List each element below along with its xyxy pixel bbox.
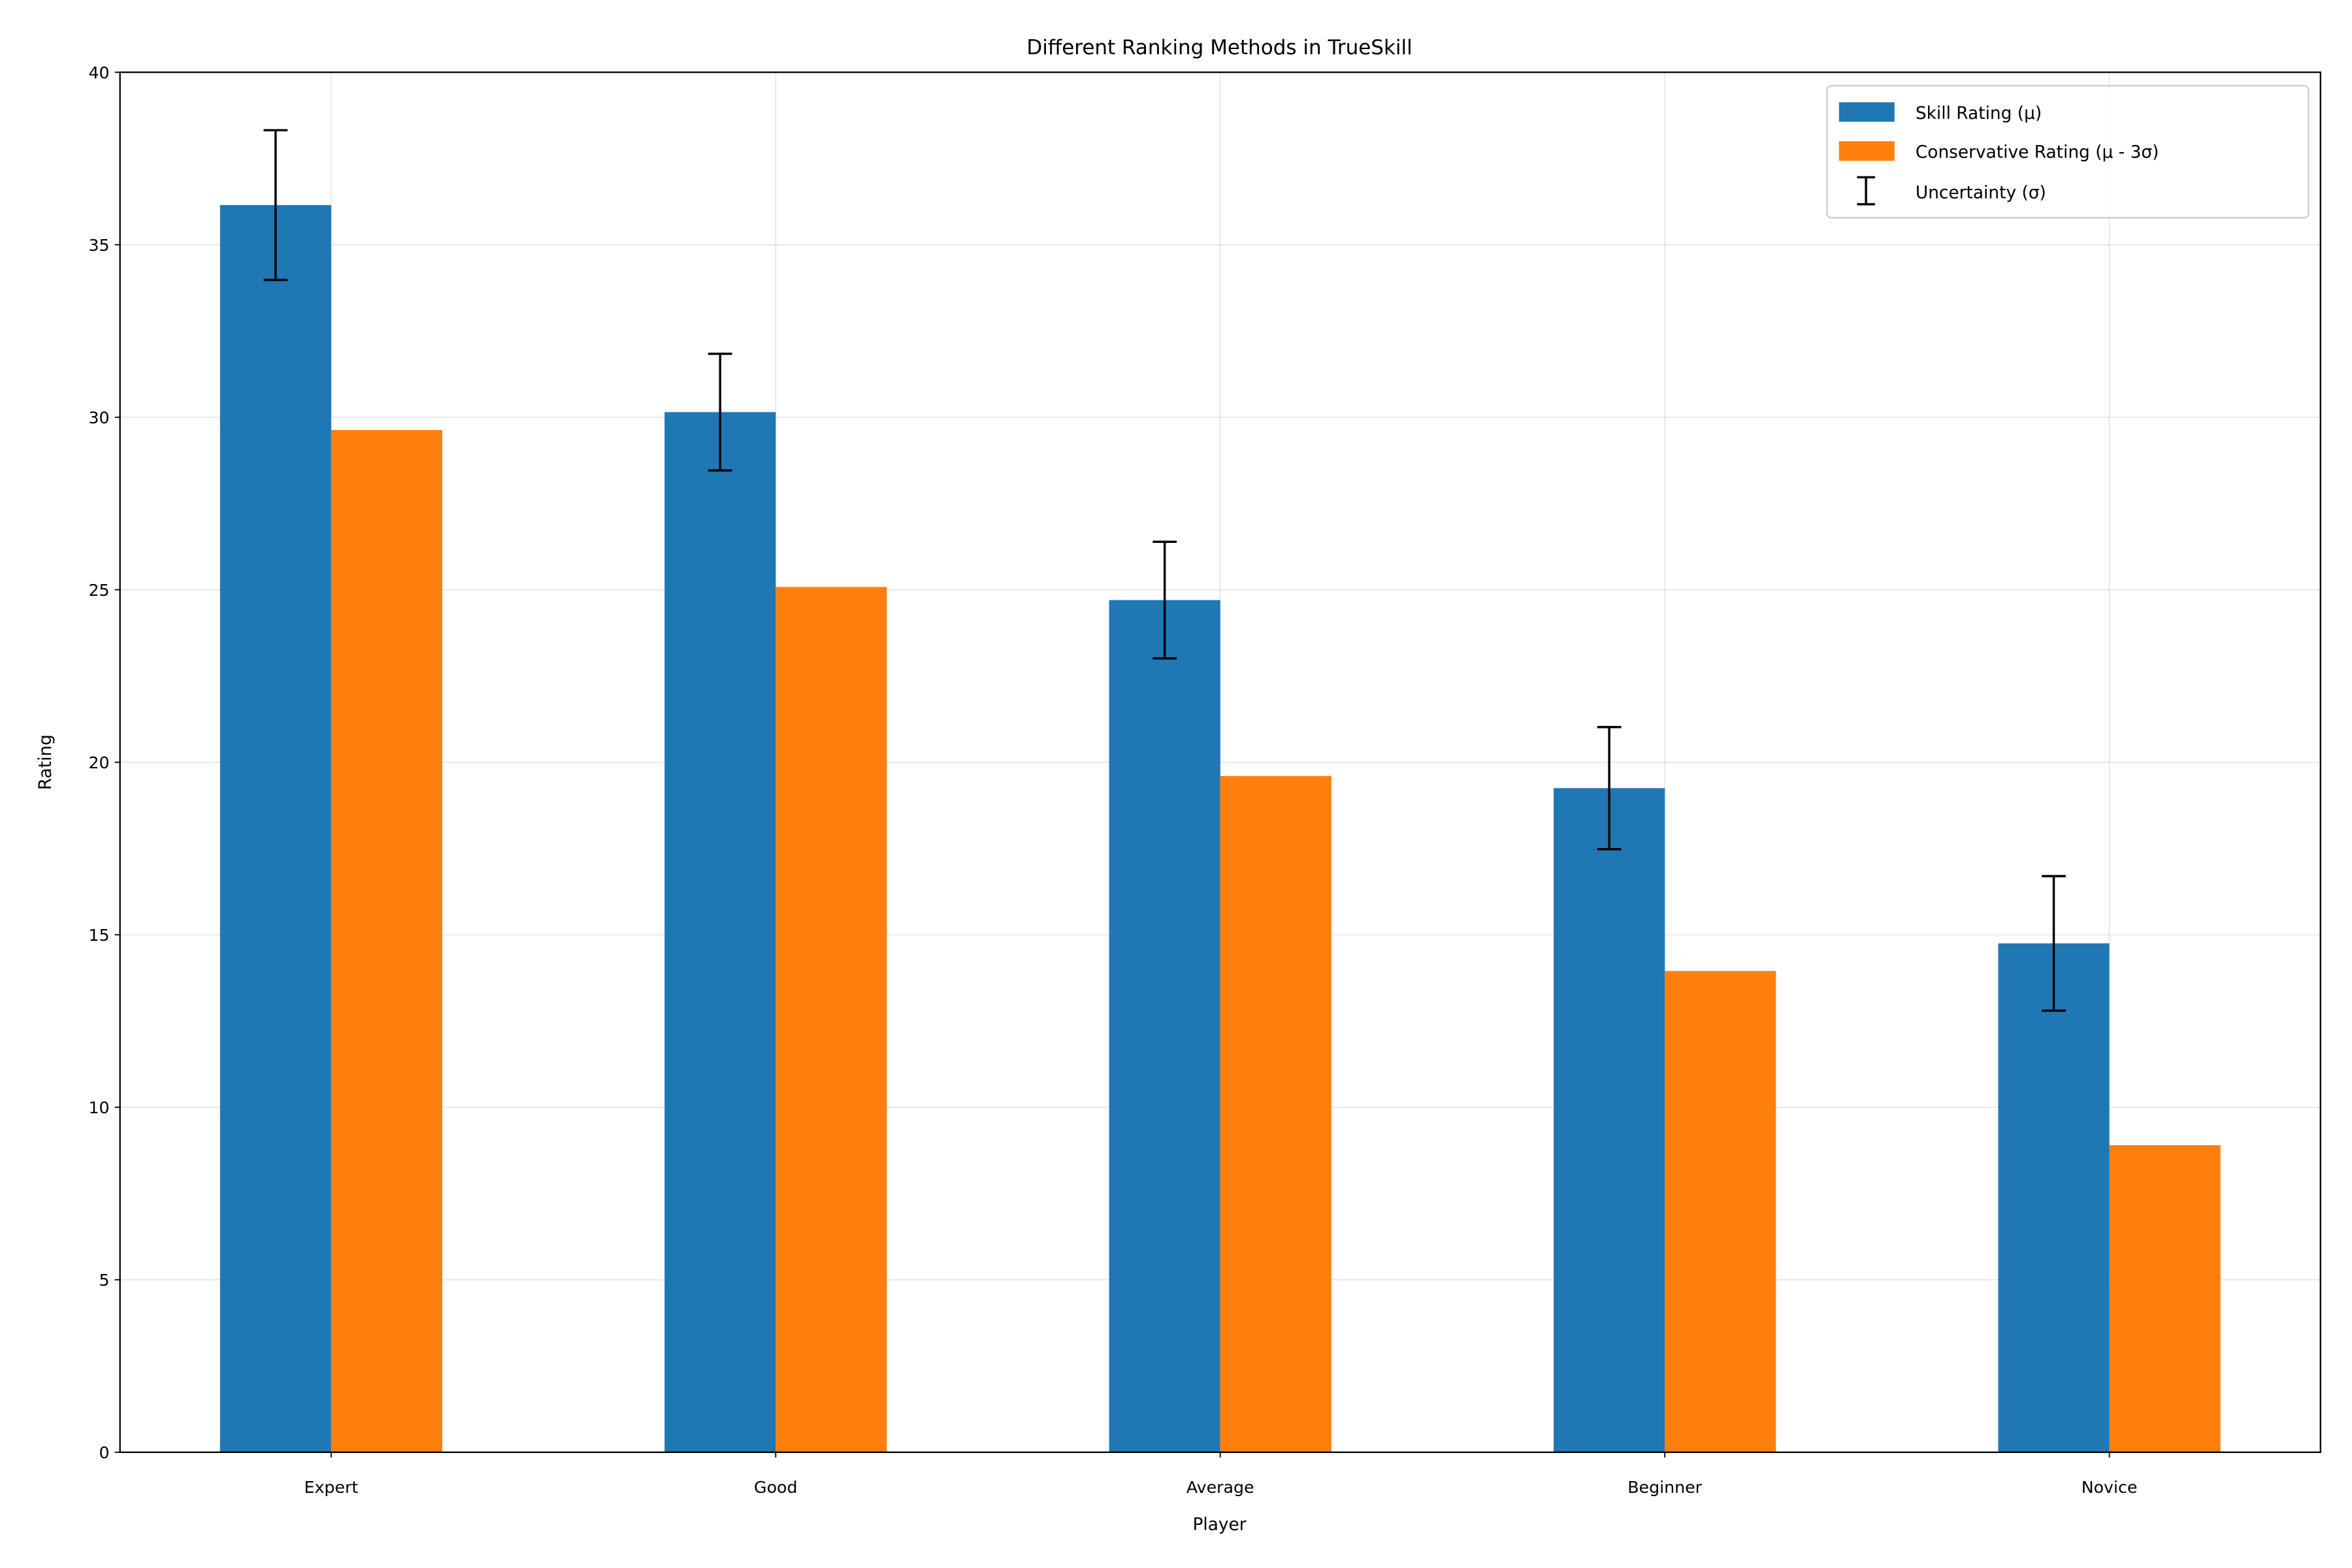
- bar-conservative-rating: [331, 430, 442, 1452]
- legend-swatch-skill: [1838, 102, 1895, 122]
- error-bar: [1152, 540, 1177, 660]
- error-bar: [708, 352, 732, 472]
- error-bar: [2042, 875, 2066, 1012]
- bar-skill-rating: [664, 412, 776, 1452]
- x-tick-label: Novice: [2082, 1478, 2138, 1497]
- y-tick-label: 30: [88, 408, 109, 427]
- bars: [220, 204, 2221, 1452]
- x-axis-label: Player: [1193, 1514, 1247, 1535]
- bar-conservative-rating: [1220, 776, 1331, 1452]
- bar-skill-rating: [220, 204, 331, 1452]
- bar-skill-rating: [1109, 600, 1220, 1452]
- y-tick-label: 25: [88, 581, 109, 600]
- x-tick-label: Good: [754, 1478, 797, 1497]
- legend-label-uncertainty: Uncertainty (σ): [1916, 182, 2046, 203]
- bar-conservative-rating: [776, 587, 887, 1452]
- y-tick-label: 5: [99, 1271, 110, 1290]
- y-tick-label: 10: [88, 1098, 109, 1117]
- y-tick-label: 40: [88, 63, 109, 82]
- y-tick-label: 20: [88, 753, 109, 772]
- y-tick-label: 0: [99, 1443, 110, 1462]
- error-bars: [263, 129, 2066, 1012]
- legend-label-skill: Skill Rating (μ): [1916, 103, 2042, 123]
- x-tick-label: Beginner: [1627, 1478, 1702, 1497]
- bar-skill-rating: [1554, 788, 1665, 1452]
- y-axis-label: Rating: [35, 734, 56, 790]
- y-tick-label: 35: [88, 236, 109, 255]
- x-tick-label: Expert: [304, 1478, 359, 1497]
- x-tick-label: Average: [1186, 1478, 1254, 1497]
- chart-title: Different Ranking Methods in TrueSkill: [1026, 36, 1412, 59]
- bar-skill-rating: [1998, 943, 2110, 1452]
- legend-swatch-conservative: [1838, 141, 1895, 161]
- error-bar: [1597, 726, 1622, 851]
- legend-label-conservative: Conservative Rating (μ - 3σ): [1916, 142, 2159, 162]
- y-tick-label: 15: [88, 926, 109, 945]
- error-bar: [263, 129, 288, 282]
- bar-conservative-rating: [1665, 971, 1776, 1452]
- bar-conservative-rating: [2109, 1145, 2221, 1452]
- legend-errorbar-icon: [1857, 176, 1875, 206]
- y-axis-ticks: 0 5 10 15 20 25 30 35 40: [88, 63, 120, 1462]
- x-axis-ticks: Expert Good Average Beginner Novice: [304, 1452, 2138, 1497]
- legend-frame: [1826, 85, 2310, 219]
- legend: Skill Rating (μ) Conservative Rating (μ …: [1826, 85, 2310, 219]
